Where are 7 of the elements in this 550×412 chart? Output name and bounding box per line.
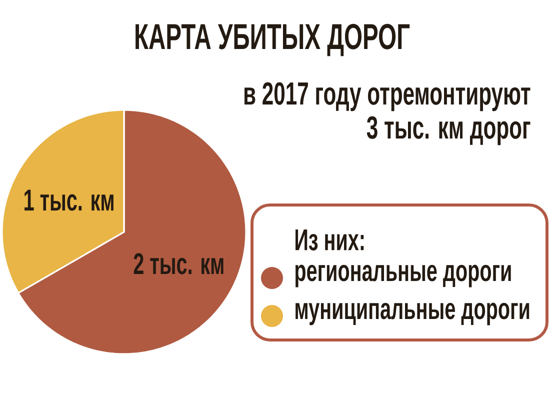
chart-title: КАРТА УБИТЫХ ДОРОГ bbox=[136, 24, 410, 56]
data-label: 2 тыс. км bbox=[134, 253, 224, 274]
legend-label: муниципальные дороги bbox=[296, 302, 530, 326]
data-label: 1 тыс. км bbox=[24, 190, 114, 211]
chart-subtitle: в 2017 году отремонтируют 3 тыс. км дорог bbox=[244, 82, 530, 146]
legend-title: Из них: bbox=[296, 230, 364, 250]
legend-label: региональные дороги bbox=[296, 264, 511, 288]
